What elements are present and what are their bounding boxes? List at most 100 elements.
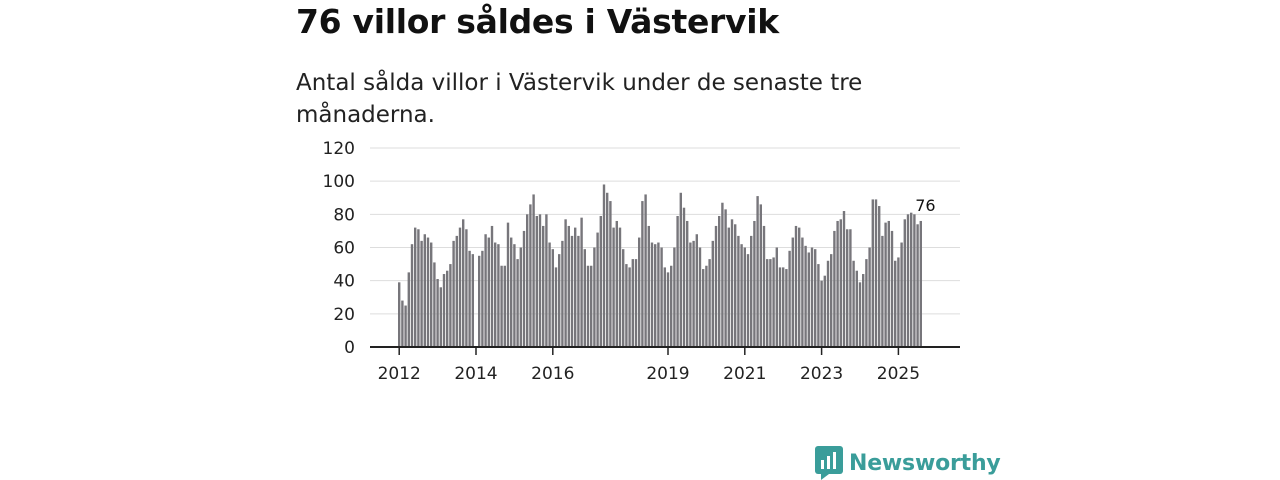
y-axis-labels: 0 20 40 60 80 100 120 (323, 139, 355, 358)
bar-2014-11 (506, 222, 510, 347)
bar-2023-02 (823, 275, 826, 347)
bar-2014-10 (503, 265, 506, 347)
highlight-value-label: 76 (915, 196, 935, 215)
bar-2013-07 (455, 235, 458, 347)
bar-2022-01 (782, 267, 785, 347)
bar-2020-12 (740, 244, 743, 347)
bar-2013-03 (442, 274, 446, 347)
bar-2020-05 (718, 215, 721, 347)
x-axis: 2012 2014 2016 2019 2021 2023 2025 (370, 346, 960, 384)
bar-2018-12 (663, 267, 666, 347)
bar-2022-12 (817, 264, 820, 347)
bar-2022-03 (788, 250, 791, 347)
bar-2019-05 (679, 192, 682, 347)
bar-2019-03 (673, 247, 676, 347)
bar-2022-09 (807, 252, 810, 347)
bar-2016-01 (551, 249, 554, 347)
bar-2016-11 (583, 249, 586, 347)
x-tick-label-2025: 2025 (877, 364, 920, 384)
bar-2024-04 (868, 247, 871, 347)
bar-2017-11 (622, 249, 625, 347)
bar-2023-06 (836, 220, 839, 347)
bar-2016-10 (580, 217, 583, 347)
x-tick-label-2019: 2019 (646, 364, 689, 384)
bar-2012-04 (407, 272, 410, 347)
bar-2014-02 (478, 255, 481, 347)
bar-2025-04 (906, 214, 910, 347)
bar-2023-08 (842, 211, 846, 347)
bar-2018-08 (650, 242, 654, 347)
bar-2019-08 (689, 242, 692, 347)
x-tick-label-2012: 2012 (378, 364, 421, 384)
bar-2025-06 (913, 214, 916, 347)
bar-2015-11 (545, 214, 548, 347)
bar-2020-10 (734, 224, 737, 347)
brand-name: Newsworthy (849, 450, 1001, 476)
bar-2012-08 (420, 240, 423, 347)
bar-2022-06 (798, 227, 801, 347)
bar-2012-05 (410, 244, 414, 347)
bar-2015-07 (532, 194, 535, 347)
bar-2021-04 (753, 220, 756, 347)
x-tick-label-2021: 2021 (723, 364, 766, 384)
bar-2025-01 (897, 257, 900, 347)
bar-2023-03 (826, 260, 830, 347)
bar-2012-11 (430, 242, 433, 347)
bar-2024-07 (878, 206, 881, 347)
bar-2018-11 (660, 247, 663, 347)
bar-2018-10 (657, 242, 660, 347)
bar-2012-09 (423, 234, 426, 347)
bar-2024-02 (862, 274, 865, 347)
bar-2023-04 (830, 254, 833, 347)
bar-2020-01 (705, 265, 708, 347)
bar-2021-02 (746, 254, 750, 347)
bar-2014-04 (484, 234, 487, 347)
bar-2022-04 (791, 237, 794, 347)
bar-2016-04 (561, 240, 564, 347)
y-tick-label-0: 0 (344, 338, 355, 358)
bar-2021-09 (769, 259, 772, 347)
x-tick-label-2016: 2016 (531, 364, 574, 384)
bar-2015-06 (529, 204, 532, 347)
bar-2014-09 (500, 265, 503, 347)
bar-2021-03 (750, 235, 753, 347)
bar-2018-05 (641, 201, 644, 347)
newsworthy-logo[interactable]: Newsworthy (815, 446, 1001, 480)
bar-2015-08 (535, 215, 538, 347)
bar-2017-10 (618, 227, 622, 347)
bar-2012-02 (401, 300, 404, 347)
bar-2013-01 (436, 279, 439, 347)
bar-2025-05 (910, 212, 913, 347)
bar-2020-06 (721, 202, 724, 347)
bar-2016-12 (586, 265, 590, 347)
bar-2024-10 (887, 220, 890, 347)
bar-2020-07 (724, 209, 727, 347)
bar-2015-12 (548, 242, 551, 347)
bar-2021-11 (775, 247, 778, 347)
bar-2021-07 (762, 225, 766, 347)
bar-2015-01 (513, 244, 516, 347)
bar-2012-03 (404, 305, 407, 347)
bar-2024-11 (890, 230, 894, 347)
y-tick-label-40: 40 (333, 272, 355, 292)
bar-2017-07 (609, 201, 612, 347)
bar-2012-12 (433, 262, 436, 347)
bar-2014-03 (481, 250, 484, 347)
bar-2015-10 (542, 225, 545, 347)
bar-2019-06 (682, 207, 686, 347)
bar-2022-05 (794, 225, 798, 347)
bar-2016-02 (554, 267, 558, 347)
bar-2016-03 (558, 254, 561, 347)
bar-2018-07 (647, 225, 650, 347)
bar-2018-06 (644, 194, 647, 347)
bar-2017-02 (593, 247, 596, 347)
bar-2016-07 (570, 235, 574, 347)
bar-2013-09 (462, 219, 465, 347)
bars (398, 184, 922, 347)
bar-2014-07 (494, 242, 497, 347)
bar-2019-02 (670, 265, 673, 347)
bar-2022-10 (810, 247, 814, 347)
data-labels: 76 (915, 196, 935, 215)
y-tick-label-20: 20 (333, 305, 355, 325)
bar-2020-11 (737, 235, 740, 347)
